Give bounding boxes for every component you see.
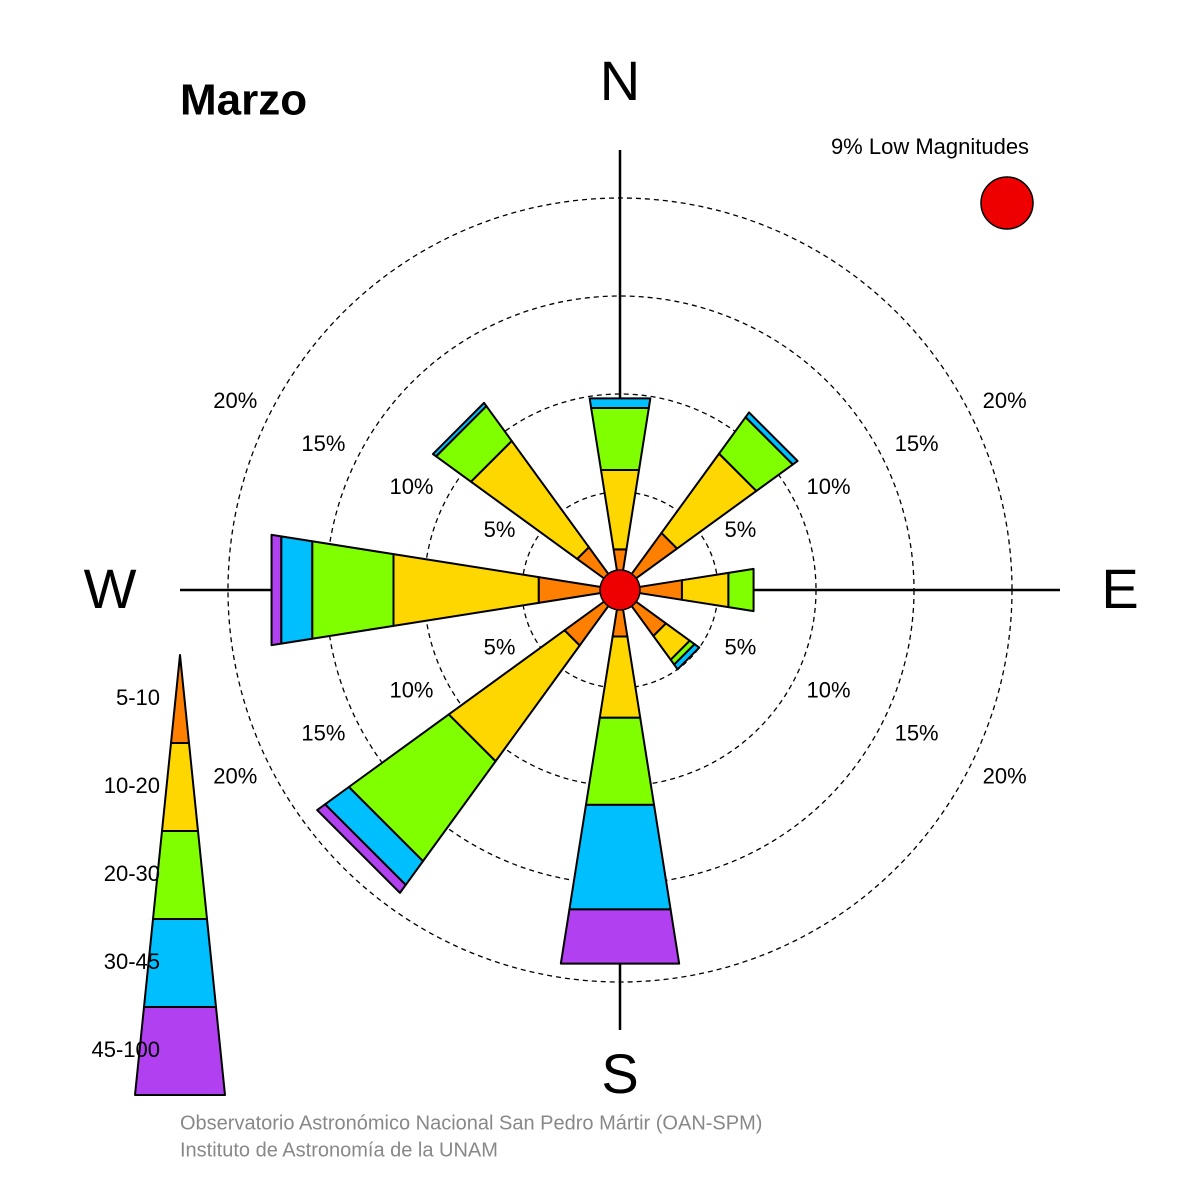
legend-label: 5-10 <box>116 685 160 710</box>
r-tick-label: 20% <box>213 763 257 788</box>
calm-center <box>599 569 641 611</box>
legend-swatch <box>161 742 199 832</box>
r-tick-label: 20% <box>213 388 257 413</box>
petal-segment <box>727 567 755 613</box>
r-tick-label: 15% <box>301 720 345 745</box>
grid-ring <box>227 197 1013 983</box>
direction-label: E <box>1101 557 1138 620</box>
r-tick-label: 10% <box>389 474 433 499</box>
r-tick-label: 15% <box>301 431 345 456</box>
r-tick-label: 15% <box>895 431 939 456</box>
legend-swatch <box>134 1006 226 1096</box>
r-tick-label: 10% <box>806 678 850 703</box>
legend-swatch <box>152 830 208 920</box>
calm-dot <box>980 176 1034 230</box>
r-tick-label: 10% <box>389 678 433 703</box>
footer: Instituto de Astronomía de la UNAM <box>180 1139 498 1161</box>
petal-segment <box>316 803 407 894</box>
petal-segment <box>744 411 799 466</box>
footer: Observatorio Astronómico Nacional San Pe… <box>180 1112 762 1134</box>
direction-label: W <box>84 557 137 620</box>
r-tick-label: 10% <box>806 474 850 499</box>
r-tick-label: 5% <box>484 517 516 542</box>
legend-label: 10-20 <box>104 773 160 798</box>
petal-segment <box>431 401 488 458</box>
petal-segment <box>270 533 283 647</box>
r-tick-label: 15% <box>895 720 939 745</box>
petal-segment <box>559 908 681 965</box>
r-tick-label: 5% <box>725 517 757 542</box>
direction-label: N <box>600 49 640 112</box>
petal-segment <box>680 571 730 609</box>
legend-label: 20-30 <box>104 861 160 886</box>
chart-title: Marzo <box>180 76 307 125</box>
petal-segment <box>280 535 314 645</box>
petal-segment <box>311 540 395 640</box>
r-tick-label: 5% <box>725 635 757 660</box>
petal-segment <box>590 407 650 471</box>
petal-segment <box>598 635 642 719</box>
petal-segment <box>568 803 672 911</box>
legend-label: 30-45 <box>104 949 160 974</box>
r-tick-label: 20% <box>983 763 1027 788</box>
r-tick-label: 20% <box>983 388 1027 413</box>
petal-segment <box>392 553 540 627</box>
calm-label: 9% Low Magnitudes <box>831 134 1029 159</box>
legend-label: 45-100 <box>91 1037 160 1062</box>
direction-label: S <box>601 1042 638 1105</box>
r-tick-label: 5% <box>484 635 516 660</box>
petal-segment <box>673 643 701 671</box>
legend-swatch <box>170 654 190 744</box>
petal-segment <box>584 716 656 806</box>
petal-segment <box>588 397 652 410</box>
petal-segment <box>599 468 641 551</box>
